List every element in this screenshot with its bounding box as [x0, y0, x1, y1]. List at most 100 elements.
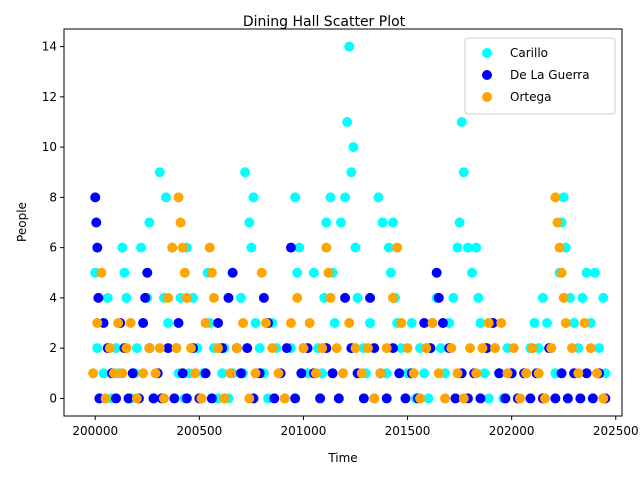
data-point: [500, 393, 511, 404]
data-point: [587, 393, 598, 404]
data-point: [598, 292, 609, 303]
data-point: [308, 267, 319, 278]
data-point: [435, 343, 446, 354]
data-point: [267, 343, 278, 354]
data-point: [235, 292, 246, 303]
data-point: [304, 318, 315, 329]
legend-marker: [482, 92, 492, 102]
data-point: [290, 192, 301, 203]
data-point: [163, 343, 174, 354]
data-point: [121, 292, 132, 303]
data-point: [131, 343, 142, 354]
data-point: [419, 368, 430, 379]
data-point: [175, 217, 186, 228]
y-axis: 0 2 4 6 8 10 12 14: [42, 40, 64, 405]
data-point: [365, 318, 376, 329]
y-tick-label: 8: [49, 190, 57, 204]
data-point: [260, 318, 271, 329]
data-point: [385, 267, 396, 278]
data-point: [327, 368, 338, 379]
data-point: [483, 393, 494, 404]
legend-label: Carillo: [510, 46, 548, 60]
data-point: [167, 242, 178, 253]
legend-label: De La Guerra: [510, 68, 590, 82]
data-point: [458, 167, 469, 178]
data-point: [91, 217, 102, 228]
data-point: [550, 393, 561, 404]
data-point: [92, 242, 103, 253]
data-point: [186, 343, 197, 354]
x-tick-label: 202000: [489, 424, 535, 438]
data-point: [400, 393, 411, 404]
data-point: [452, 368, 463, 379]
data-point: [437, 318, 448, 329]
data-point: [577, 292, 588, 303]
data-point: [163, 292, 174, 303]
data-point: [154, 167, 165, 178]
data-point: [440, 393, 451, 404]
data-point: [321, 217, 332, 228]
data-point: [365, 292, 376, 303]
series-2: [88, 192, 609, 404]
data-point: [465, 343, 476, 354]
data-point: [373, 192, 384, 203]
data-point: [292, 292, 303, 303]
data-point: [475, 393, 486, 404]
data-point: [598, 393, 609, 404]
data-point: [333, 393, 344, 404]
data-point: [546, 343, 557, 354]
legend-label: Ortega: [510, 90, 551, 104]
data-point: [450, 393, 461, 404]
data-point: [93, 292, 104, 303]
data-point: [119, 267, 130, 278]
data-point: [458, 393, 469, 404]
data-point: [321, 242, 332, 253]
data-point: [369, 393, 380, 404]
data-point: [171, 343, 182, 354]
data-point: [104, 343, 115, 354]
data-point: [352, 292, 363, 303]
data-point: [514, 393, 525, 404]
data-point: [394, 368, 405, 379]
data-point: [225, 368, 236, 379]
data-point: [589, 267, 600, 278]
data-point: [496, 318, 507, 329]
data-point: [158, 393, 169, 404]
data-point: [244, 217, 255, 228]
data-point: [96, 267, 107, 278]
data-point: [250, 368, 261, 379]
data-point: [338, 368, 348, 379]
data-point: [467, 267, 478, 278]
data-point: [406, 318, 417, 329]
data-point: [402, 343, 413, 354]
data-point: [256, 267, 267, 278]
data-point: [325, 292, 336, 303]
data-point: [594, 343, 605, 354]
data-point: [558, 192, 569, 203]
data-point: [177, 242, 188, 253]
data-point: [258, 292, 269, 303]
data-point: [163, 318, 174, 329]
data-point: [98, 368, 109, 379]
data-point: [219, 393, 230, 404]
data-point: [111, 393, 122, 404]
data-point: [483, 318, 494, 329]
data-point: [489, 343, 500, 354]
data-point: [471, 368, 482, 379]
x-axis: 200000 200500 201000 201500 202000 202500: [72, 416, 639, 438]
data-point: [148, 393, 159, 404]
data-point: [173, 192, 184, 203]
data-point: [136, 242, 147, 253]
data-point: [325, 192, 336, 203]
data-point: [213, 318, 224, 329]
data-point: [446, 343, 457, 354]
data-point: [421, 343, 432, 354]
data-point: [356, 368, 367, 379]
data-point: [177, 368, 188, 379]
data-point: [181, 393, 192, 404]
y-tick-label: 4: [49, 291, 57, 305]
data-point: [362, 343, 373, 354]
y-tick-label: 2: [49, 341, 57, 355]
data-point: [285, 318, 296, 329]
